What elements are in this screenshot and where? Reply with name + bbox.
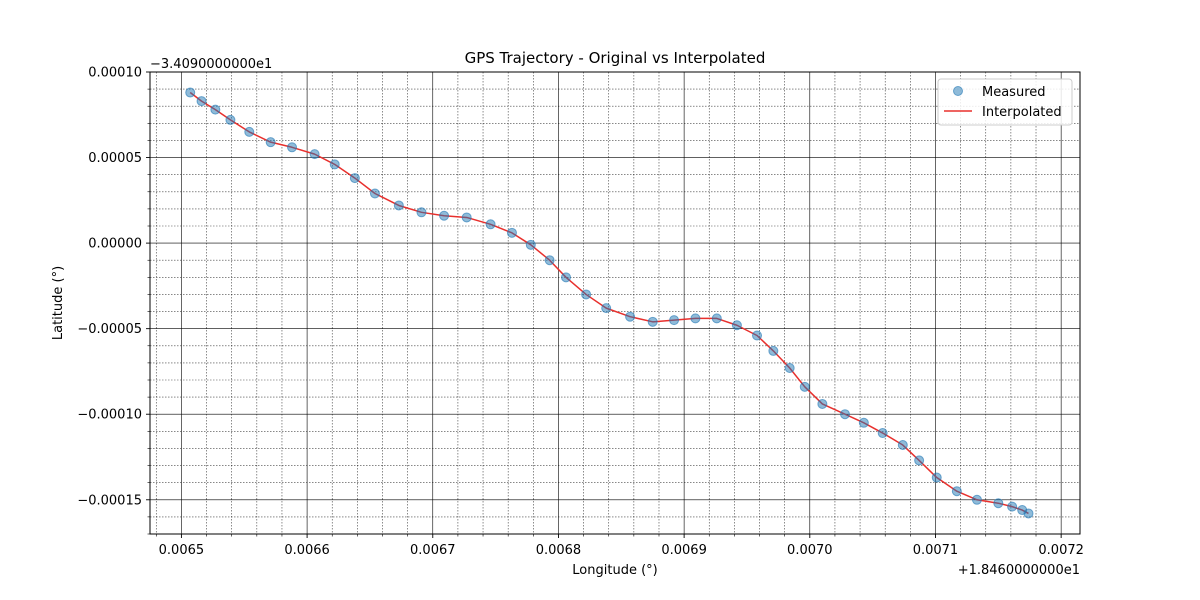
y-axis-offset-label: −3.4090000000e1 [150,57,272,72]
measured-point [349,173,360,184]
measured-point [877,428,888,439]
measured-point [581,289,592,300]
measured-point [506,227,517,238]
measured-point [690,313,701,324]
measured-point [951,486,962,497]
y-tick-label: −0.00015 [77,493,142,508]
x-tick-label: 0.0070 [787,543,833,558]
measured-point [625,311,636,322]
measured-point [601,303,612,314]
y-tick-label: 0.00005 [88,151,142,166]
x-tick-label: 0.0072 [1038,543,1084,558]
measured-point [971,494,982,505]
measured-point [265,137,276,148]
measured-point [287,142,298,153]
measured-point [560,272,571,283]
measured-point [914,455,925,466]
measured-point [309,149,320,160]
x-tick-label: 0.0071 [913,543,959,558]
x-tick-label: 0.0069 [661,543,707,558]
x-tick-label: 0.0067 [410,543,456,558]
chart-title: GPS Trajectory - Original vs Interpolate… [465,49,766,67]
y-axis-label: Latitude (°) [51,266,66,340]
legend-measured-label: Measured [982,85,1046,100]
measured-point [196,96,207,107]
measured-point [544,255,555,266]
measured-point [799,381,810,392]
measured-point [1007,501,1018,512]
measured-point [993,498,1004,509]
measured-point [731,320,742,331]
x-tick-label: 0.0065 [159,543,205,558]
measured-point [784,363,795,374]
measured-point [839,409,850,420]
measured-point [858,417,869,428]
measured-point [225,114,236,125]
measured-point [485,219,496,230]
measured-point [439,210,450,221]
plot-frame [149,71,1081,535]
measured-point [329,159,340,170]
y-tick-label: 0.00010 [88,66,142,81]
x-axis-offset-label: +1.8460000000e1 [958,563,1080,578]
measured-point [210,104,221,115]
measured-point [897,440,908,451]
measured-series [185,87,1034,519]
measured-point [647,316,658,327]
measured-point [416,207,427,218]
measured-point [244,126,255,137]
legend-measured-marker [953,86,963,96]
legend-box [937,78,1073,126]
measured-point [669,315,680,326]
x-axis: 0.0065 0.0066 0.0067 0.0068 0.0069 0.0070 0.00… [155,534,1084,558]
y-tick-label: −0.00010 [77,408,142,423]
x-tick-label: 0.0066 [284,543,330,558]
measured-point [931,472,942,483]
measured-point [1023,508,1034,519]
y-tick-label: 0.00000 [88,237,142,252]
x-tick-label: 0.0068 [536,543,582,558]
measured-point [768,345,779,356]
y-tick-label: −0.00005 [77,322,142,337]
measured-point [711,313,722,324]
measured-point [461,212,472,223]
legend: Measured Interpolated [937,78,1073,126]
measured-point [185,87,196,98]
y-axis: 0.00010 0.00005 0.00000 −0.00005 −0.00010 −0.… [77,66,150,535]
x-axis-label: Longitude (°) [572,563,657,578]
measured-point [525,239,536,250]
measured-point [369,188,380,199]
measured-point [752,330,763,341]
measured-point [393,200,404,211]
measured-point [817,398,828,409]
legend-interpolated-label: Interpolated [982,105,1062,120]
